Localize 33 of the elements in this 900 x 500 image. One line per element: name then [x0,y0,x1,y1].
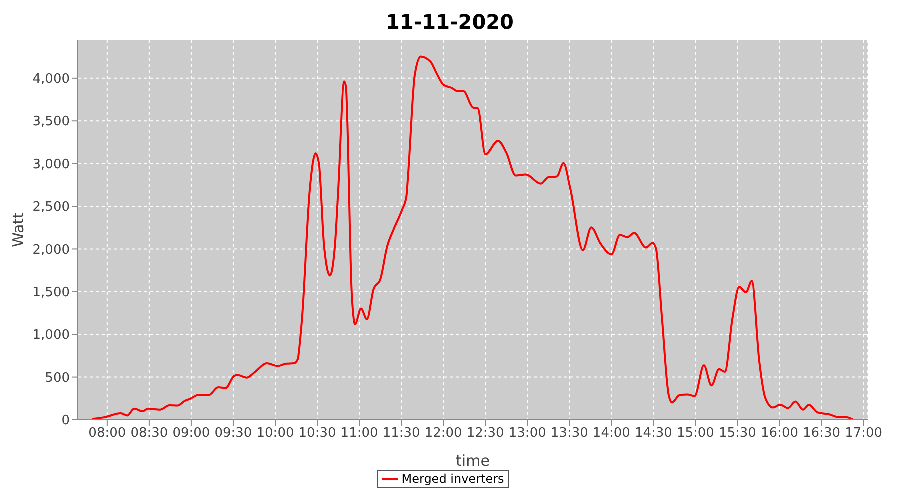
x-axis-title: time [456,452,490,470]
x-tick-label: 09:30 [214,426,252,442]
x-tick-label: 15:00 [676,426,714,442]
line-series [91,56,854,420]
y-tick-label: 3,500 [32,114,70,130]
y-tick-label: 4,000 [32,72,70,88]
y-tick-label: 3,000 [32,157,70,172]
x-tick-label: 17:00 [845,426,883,442]
y-tick-label: 2,500 [32,200,70,216]
x-tick-label: 10:00 [256,426,294,442]
legend-label: Merged inverters [402,472,504,486]
x-tick-label: 15:30 [719,426,756,442]
x-tick-label: 13:30 [550,426,588,442]
y-tick-label: 2,000 [32,242,70,258]
x-tick-label: 11:00 [340,426,378,442]
y-tick-label: 1,500 [32,286,70,301]
y-axis-title: Watt [9,212,28,248]
y-tick-label: 500 [45,370,70,386]
x-tick-label: 11:30 [382,426,420,442]
x-tick-label: 12:00 [424,426,462,442]
x-tick-label: 13:00 [508,426,546,442]
x-tick-label: 14:00 [592,426,630,442]
x-tick-label: 14:30 [634,426,672,442]
x-tick-label: 10:30 [298,426,336,442]
chart-title: 11-11-2020 [385,9,515,36]
x-tick-label: 16:30 [803,426,841,442]
y-tick-label: 1,000 [32,328,70,344]
x-tick-label: 08:30 [130,426,168,442]
y-tick-label: 0 [62,414,70,429]
x-tick-label: 12:30 [466,426,504,442]
x-tick-label: 09:00 [172,426,210,442]
x-tick-label: 16:00 [761,426,798,442]
x-tick-label: 08:00 [88,426,126,442]
